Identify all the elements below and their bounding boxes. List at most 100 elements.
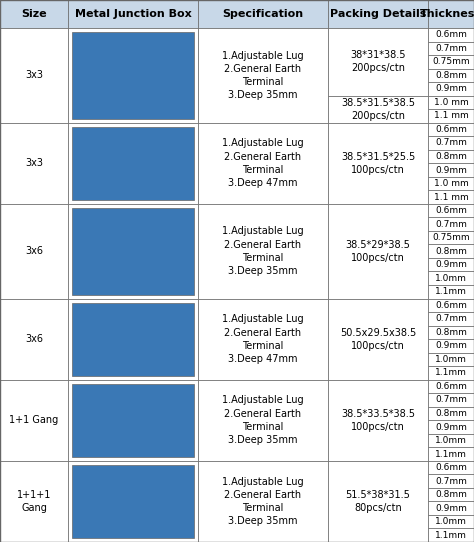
Bar — [198, 122, 328, 204]
Bar — [72, 127, 194, 200]
Bar — [198, 461, 328, 542]
Bar — [428, 122, 474, 136]
Bar — [328, 461, 428, 542]
Text: 0.8mm: 0.8mm — [435, 71, 467, 80]
Bar — [428, 326, 474, 339]
Bar — [68, 0, 198, 28]
Text: 0.9mm: 0.9mm — [435, 85, 467, 93]
Text: 0.6mm: 0.6mm — [435, 382, 467, 391]
Text: 0.8mm: 0.8mm — [435, 490, 467, 499]
Text: 1.Adjustable Lug
2.General Earth
Terminal
3.Deep 35mm: 1.Adjustable Lug 2.General Earth Termina… — [222, 476, 304, 526]
Text: 38.5*31.5*38.5
200pcs/ctn: 38.5*31.5*38.5 200pcs/ctn — [341, 98, 415, 121]
Bar — [428, 55, 474, 69]
Text: 0.8mm: 0.8mm — [435, 328, 467, 337]
Bar — [428, 366, 474, 380]
Bar — [72, 384, 194, 457]
Bar — [428, 353, 474, 366]
Bar — [72, 302, 194, 376]
Text: 3x3: 3x3 — [25, 70, 43, 80]
Bar — [428, 339, 474, 353]
Bar — [72, 208, 194, 294]
Text: 0.6mm: 0.6mm — [435, 206, 467, 215]
Bar — [198, 204, 328, 299]
Bar — [428, 109, 474, 122]
Bar — [328, 380, 428, 461]
Bar — [428, 501, 474, 515]
Text: 0.7mm: 0.7mm — [435, 314, 467, 324]
Bar — [428, 177, 474, 190]
Bar — [68, 380, 198, 461]
Text: 1.Adjustable Lug
2.General Earth
Terminal
3.Deep 35mm: 1.Adjustable Lug 2.General Earth Termina… — [222, 227, 304, 276]
Text: 1.0mm: 1.0mm — [435, 274, 467, 283]
Bar — [428, 150, 474, 163]
Text: 0.9mm: 0.9mm — [435, 341, 467, 350]
Text: 0.7mm: 0.7mm — [435, 44, 467, 53]
Bar — [72, 32, 194, 119]
Bar — [428, 393, 474, 406]
Bar — [68, 204, 198, 299]
Bar — [328, 28, 428, 95]
Text: 38.5*33.5*38.5
100pcs/ctn: 38.5*33.5*38.5 100pcs/ctn — [341, 409, 415, 432]
Bar — [68, 28, 198, 122]
Text: 38.5*29*38.5
100pcs/ctn: 38.5*29*38.5 100pcs/ctn — [346, 240, 410, 263]
Text: 1+1+1
Gang: 1+1+1 Gang — [17, 490, 51, 513]
Bar — [428, 204, 474, 217]
Text: 1.1mm: 1.1mm — [435, 369, 467, 377]
Text: 38.5*31.5*25.5
100pcs/ctn: 38.5*31.5*25.5 100pcs/ctn — [341, 152, 415, 175]
Bar — [198, 28, 328, 122]
Bar — [428, 515, 474, 528]
Text: 0.9mm: 0.9mm — [435, 423, 467, 431]
Text: Size: Size — [21, 9, 47, 19]
Bar — [428, 190, 474, 204]
Bar — [428, 244, 474, 258]
Text: 1.1 mm: 1.1 mm — [434, 112, 468, 120]
Bar — [428, 42, 474, 55]
Text: 0.8mm: 0.8mm — [435, 409, 467, 418]
Text: 0.6mm: 0.6mm — [435, 30, 467, 39]
Bar — [428, 488, 474, 501]
Text: 1.1mm: 1.1mm — [435, 531, 467, 540]
Bar — [428, 136, 474, 150]
Bar — [428, 434, 474, 447]
Text: 0.9mm: 0.9mm — [435, 165, 467, 175]
Bar — [428, 95, 474, 109]
Text: Thickness: Thickness — [420, 9, 474, 19]
Text: 0.75mm: 0.75mm — [432, 57, 470, 66]
Text: 0.7mm: 0.7mm — [435, 396, 467, 404]
Text: 3x6: 3x6 — [25, 334, 43, 344]
Text: 1+1 Gang: 1+1 Gang — [9, 415, 59, 425]
Bar — [0, 299, 68, 380]
Bar — [328, 299, 428, 380]
Text: Packing Details: Packing Details — [330, 9, 426, 19]
Bar — [198, 0, 328, 28]
Bar — [428, 474, 474, 488]
Bar — [0, 380, 68, 461]
Bar — [428, 163, 474, 177]
Text: 3x6: 3x6 — [25, 246, 43, 256]
Text: 0.7mm: 0.7mm — [435, 138, 467, 147]
Bar — [328, 204, 428, 299]
Text: 0.8mm: 0.8mm — [435, 247, 467, 256]
Text: 1.Adjustable Lug
2.General Earth
Terminal
3.Deep 35mm: 1.Adjustable Lug 2.General Earth Termina… — [222, 396, 304, 445]
Text: 1.0mm: 1.0mm — [435, 436, 467, 445]
Text: 0.6mm: 0.6mm — [435, 463, 467, 472]
Text: 1.1mm: 1.1mm — [435, 287, 467, 296]
Text: 1.0 mm: 1.0 mm — [434, 179, 468, 188]
Text: 0.8mm: 0.8mm — [435, 152, 467, 161]
Bar — [68, 461, 198, 542]
Bar — [328, 0, 428, 28]
Text: 0.9mm: 0.9mm — [435, 504, 467, 513]
Bar — [428, 380, 474, 393]
Bar — [198, 299, 328, 380]
Text: Metal Junction Box: Metal Junction Box — [74, 9, 191, 19]
Text: 3x3: 3x3 — [25, 158, 43, 168]
Bar — [68, 299, 198, 380]
Bar — [0, 28, 68, 122]
Bar — [428, 217, 474, 231]
Bar — [72, 465, 194, 538]
Text: 1.Adjustable Lug
2.General Earth
Terminal
3.Deep 47mm: 1.Adjustable Lug 2.General Earth Termina… — [222, 314, 304, 364]
Bar — [428, 231, 474, 244]
Bar — [328, 122, 428, 204]
Text: 38*31*38.5
200pcs/ctn: 38*31*38.5 200pcs/ctn — [350, 50, 406, 73]
Text: 1.Adjustable Lug
2.General Earth
Terminal
3.Deep 47mm: 1.Adjustable Lug 2.General Earth Termina… — [222, 138, 304, 188]
